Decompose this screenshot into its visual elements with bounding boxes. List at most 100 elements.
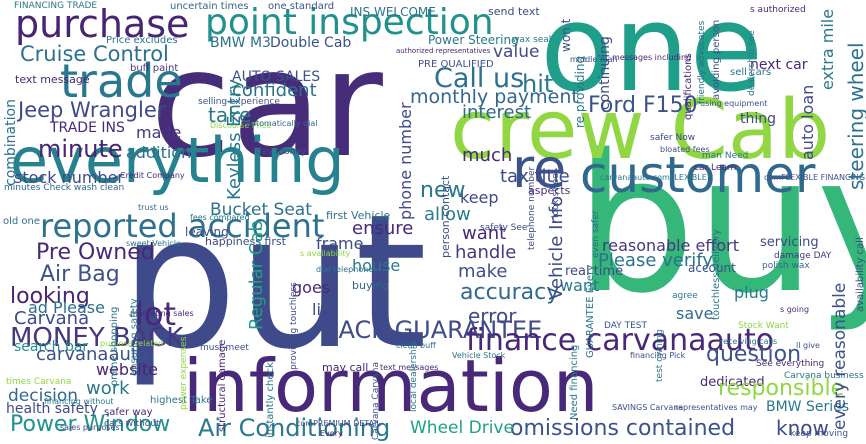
word-tax-title: tax title (500, 166, 570, 187)
word-guarantee-every: GUARANTEE Every (585, 264, 596, 358)
word-using-equipment: using equipment (700, 99, 768, 108)
word-ins-welcome: INS WELCOME (350, 5, 436, 19)
word-car-learn: car Learn (694, 163, 737, 173)
word-minute: minute (38, 135, 123, 163)
word-bmw-series: BMW Series (766, 399, 850, 415)
word-list: list (312, 300, 336, 319)
word-re: re (512, 137, 567, 200)
word-happiness-first: happiness first (205, 235, 286, 248)
word-vehicle-stock: Vehicle Stock (452, 351, 506, 360)
word-car: car (150, 18, 383, 190)
word-minutes-check: minutes Check wash clean (4, 183, 125, 193)
word-call-us: Call us (434, 63, 525, 94)
word-marketing-sales: marketing sales (130, 309, 194, 318)
word-extra-mile: extra mile (818, 8, 837, 90)
word-much: much (462, 145, 513, 166)
word-allow: allow (424, 204, 471, 225)
word-omissions-contained: omissions contained (510, 416, 736, 441)
word-decision: decision (8, 386, 79, 406)
word-first-vehicle: first Vehicle (326, 209, 391, 222)
word-real-time: real time (565, 264, 624, 279)
word-hit: hit (522, 70, 554, 98)
word-trade: trade (60, 54, 183, 108)
word-ensure: ensure (352, 218, 414, 239)
word-health-safety: health safety (6, 401, 98, 417)
word-s-going: s going (780, 305, 810, 314)
word-regular-cab: Regular Cab (246, 220, 267, 330)
word-information: information (183, 344, 599, 428)
word-receiving-calls: receiving calls (720, 337, 778, 346)
word-crew-cab: crew Cab (450, 83, 831, 178)
word-servicing: servicing (760, 235, 819, 250)
word-ad-please: ad Please (28, 298, 105, 317)
word-day-test: DAY TEST (604, 321, 647, 331)
word-dedicated: dedicated (700, 375, 765, 390)
word-leaving: leaving (185, 225, 229, 239)
word-instantly-check: instantly check (265, 362, 276, 438)
word-work: work (86, 378, 130, 399)
word-point-inspection: point inspection (205, 2, 494, 43)
word-thing: thing (740, 111, 777, 127)
word-comflexible-financing: comFLEXIBLE FINANCING (764, 173, 866, 182)
word-search-bar: search bar (14, 339, 89, 355)
word-telephone-number: telephone number (527, 166, 537, 250)
word-confident: confident (232, 80, 317, 101)
word-save: save (676, 304, 714, 323)
word-availability-call: availability call (855, 237, 866, 312)
word-goes: goes (292, 278, 331, 297)
word-air-conditioning: Air Conditioning (198, 414, 391, 442)
word-fees-compared: fees compared (190, 213, 250, 222)
word-auto-sales: AUTO SALES (232, 69, 321, 85)
word-credit-company: Credit Company (120, 171, 185, 180)
word-buff-paint: buff paint (130, 63, 179, 74)
word-power-window: Power Window (10, 412, 171, 437)
word-bucket-seat: Bucket Seat (210, 200, 312, 220)
word-wheel-drive: Wheel Drive (410, 418, 514, 438)
word-please-verify: Please verify (598, 250, 713, 271)
word-error: error (468, 304, 517, 328)
word-auto-loan: auto loan (798, 84, 817, 160)
word-cars-without: cars without (104, 419, 160, 429)
word-structural-damage: structural damage (217, 339, 228, 432)
word-buying: buying (352, 279, 390, 292)
word-keep: keep (460, 188, 499, 207)
word-aspects: aspects (528, 184, 571, 197)
word-reasonable-effort: reasonable effort (602, 236, 739, 255)
word-ll-give: ll give (796, 341, 820, 350)
word-automatically-dial: automatically dial (246, 119, 318, 128)
word-jeep-wrangler: Jeep Wrangler (18, 98, 166, 122)
word-make: make (458, 261, 508, 282)
word-question: question (706, 342, 802, 367)
word-every-reasonable: every reasonable (830, 282, 850, 430)
word-highest-take: highest Take (150, 395, 213, 406)
word-purpose-related: purpose related (100, 339, 164, 348)
word-local-dealership: local dealership (409, 341, 419, 412)
word-must-meet: must meet (200, 343, 249, 353)
word-bloated-fees: bloated fees (660, 145, 710, 154)
word-air-bag: Air Bag (40, 262, 120, 287)
word-financing-trade: FINANCING TRADE (14, 1, 98, 11)
word-back-guarantee: BACK GUARANTEE (322, 316, 543, 344)
word-even-safer: even safer (591, 210, 601, 258)
word-sales-purposes: sales purposes (60, 423, 120, 432)
word-accuracy: accuracy (460, 280, 560, 305)
word-test-owning: test owning (655, 329, 665, 382)
word-pre-owned: Pre Owned (36, 240, 155, 265)
word-power-expenses: power expenses (179, 336, 189, 410)
word-put: put (120, 174, 428, 390)
word-pre-qualified: PRE QUALIFIED (418, 59, 494, 70)
word-text-message: text message (15, 73, 90, 86)
word-made: made (136, 123, 182, 142)
word-keyless-entry: Keyless Entry (224, 78, 245, 200)
word-safer-now: safer Now (650, 133, 696, 143)
word-financing-pick: financing Pick (630, 351, 686, 360)
word-carvanaauto: carvanaauto (36, 344, 149, 365)
word-next-car: next car (750, 57, 808, 73)
word-sell-cars: sell cars (730, 67, 772, 78)
word-selling-experience: selling experience (198, 97, 280, 107)
word-house: house (352, 256, 401, 275)
word-know: know (776, 416, 829, 440)
word-qualifications: qualifications (683, 53, 694, 120)
word-every: Every (320, 429, 343, 438)
word-responsible: responsible (718, 376, 845, 401)
